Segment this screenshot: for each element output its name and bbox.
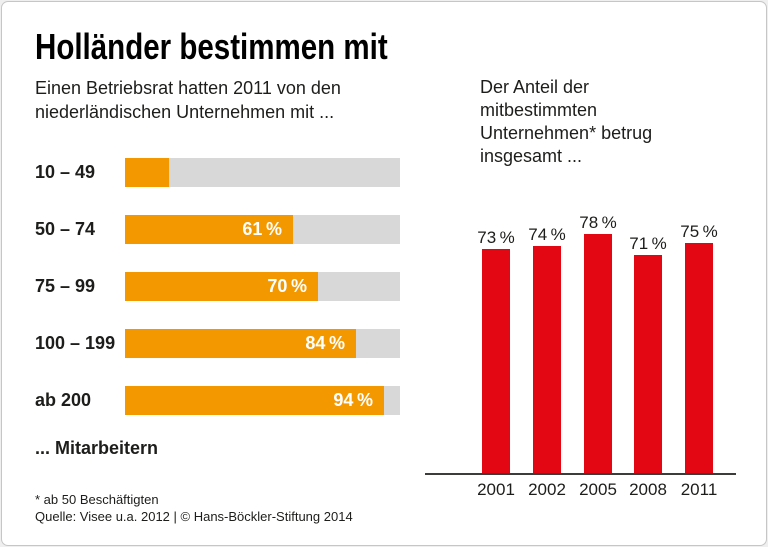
category-label: 100 – 199 (35, 333, 116, 353)
bar-fill (125, 158, 169, 187)
bar-fill: 84 % (125, 329, 356, 358)
page-title: Holländer bestimmen mit (35, 26, 388, 67)
x-axis-line (425, 473, 736, 475)
bar-track (125, 158, 400, 187)
category-label: 75 – 99 (35, 276, 96, 296)
bar-value-label: 94 % (333, 390, 373, 410)
bar (634, 255, 662, 473)
bar-track: 94 % (125, 386, 400, 415)
year-label: 2002 (528, 480, 566, 499)
category-label: 10 – 49 (35, 162, 96, 182)
bar-value-label: 61 % (242, 219, 282, 239)
year-label: 2008 (629, 480, 667, 499)
bar (584, 234, 612, 473)
footnote-asterisk: * ab 50 Beschäftigten (35, 492, 159, 507)
bar-value-label: 70 % (267, 276, 307, 296)
left-chart-subtitle: Einen Betriebsrat hatten 2011 von den ni… (35, 78, 341, 122)
bar-value-label: 71 % (629, 234, 667, 253)
bar-value-label: 78 % (579, 213, 617, 232)
bar-value-label: 84 % (305, 333, 345, 353)
bar-fill: 70 % (125, 272, 318, 301)
bar-value-label: 75 % (680, 222, 718, 241)
bar (533, 246, 561, 473)
left-chart-footer-label: ... Mitarbeitern (35, 438, 159, 458)
year-label: 2011 (680, 480, 718, 499)
year-label: 2005 (579, 480, 617, 499)
category-label: 50 – 74 (35, 219, 96, 239)
bar-track: 70 % (125, 272, 400, 301)
bar-value-label: 74 % (528, 225, 566, 244)
category-label: ab 200 (35, 390, 92, 410)
bar-fill: 94 % (125, 386, 384, 415)
right-chart-intro: Der Anteil der mitbestimmten Unternehmen… (480, 77, 653, 166)
bar-fill: 61 % (125, 215, 293, 244)
bar (482, 249, 510, 473)
bar (685, 243, 713, 473)
bar-track: 84 % (125, 329, 400, 358)
year-label: 2001 (477, 480, 515, 499)
source-line: Quelle: Visee u.a. 2012 | © Hans-Böckler… (35, 509, 353, 524)
bar-track: 61 % (125, 215, 400, 244)
bar-value-label: 73 % (477, 228, 515, 247)
